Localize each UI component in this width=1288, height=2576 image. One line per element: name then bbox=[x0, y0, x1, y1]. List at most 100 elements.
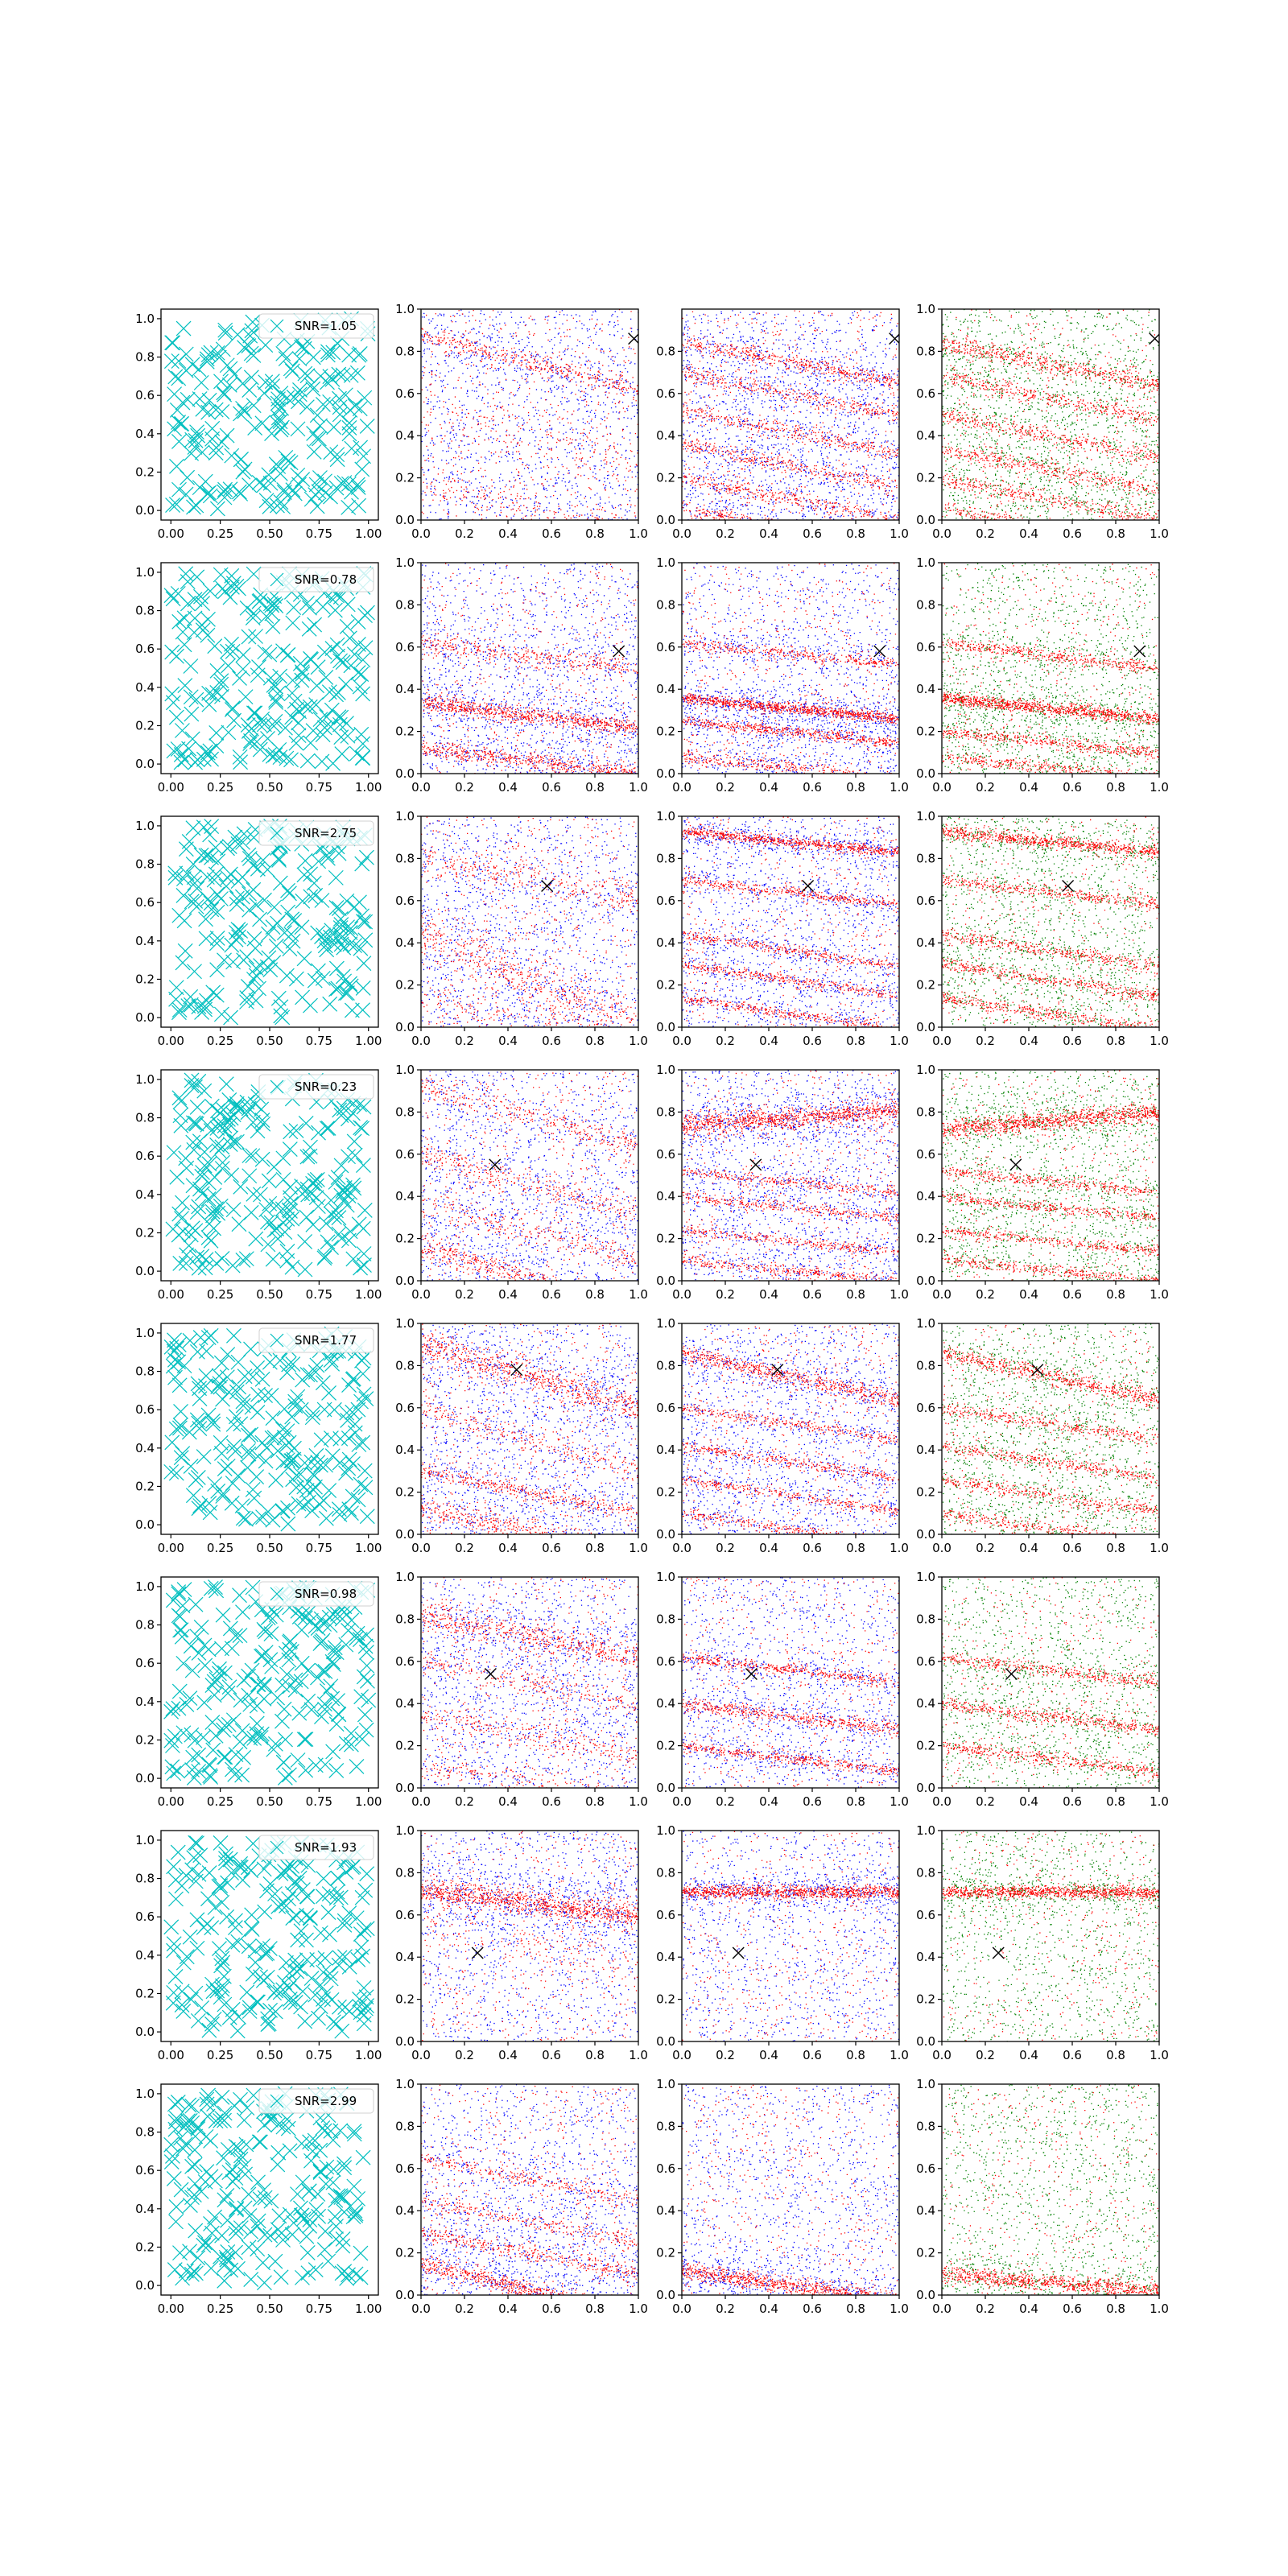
plot-area bbox=[421, 563, 639, 774]
x-tick-label: 0.0 bbox=[672, 780, 691, 795]
x-tick-label: 1.0 bbox=[629, 526, 648, 541]
x-marker bbox=[344, 979, 358, 993]
x-tick-label: 0.8 bbox=[1106, 2301, 1125, 2316]
x-marker bbox=[165, 687, 180, 701]
x-marker bbox=[192, 362, 206, 377]
y-tick-label: 0.4 bbox=[135, 427, 155, 441]
y-tick-label: 0.0 bbox=[656, 1020, 675, 1034]
x-marker bbox=[324, 1241, 339, 1255]
subplot-r6-c1: 0.00 0.25 0.50 0.75 1.000.00.20.40.60.81.0SN… bbox=[135, 1577, 382, 1809]
x-tick-label: 0.2 bbox=[455, 780, 474, 795]
x-marker bbox=[233, 1588, 247, 1603]
tick-labels: 0.0 0.2 0.4 0.6 0.8 1.00.00.20.40.60.81.0 bbox=[656, 1823, 909, 2062]
y-tick-label: 0.4 bbox=[135, 1187, 155, 1202]
x-marker bbox=[252, 981, 266, 996]
x-marker bbox=[324, 1971, 338, 1986]
tick-labels: 0.0 0.2 0.4 0.6 0.8 1.00.00.20.40.60.81.0 bbox=[916, 1316, 1169, 1555]
y-tick-label: 0.0 bbox=[656, 2034, 675, 2049]
x-marker bbox=[218, 323, 233, 337]
x-marker bbox=[237, 2113, 251, 2128]
y-tick-label: 0.4 bbox=[916, 1189, 935, 1203]
y-tick-label: 0.6 bbox=[135, 642, 155, 656]
x-marker bbox=[316, 1889, 330, 1904]
x-marker bbox=[210, 685, 225, 700]
x-marker bbox=[223, 867, 237, 881]
series-x-markers bbox=[164, 2087, 370, 2290]
x-marker bbox=[188, 1986, 203, 2000]
x-marker bbox=[244, 2273, 258, 2287]
y-tick-label: 0.0 bbox=[135, 1517, 155, 1532]
x-tick-label: 0.8 bbox=[846, 1794, 865, 1809]
y-tick-label: 0.2 bbox=[656, 1485, 675, 1500]
best-point-marker bbox=[511, 1364, 522, 1376]
x-marker bbox=[193, 1848, 208, 1863]
x-tick-label: 1.0 bbox=[629, 1034, 648, 1048]
x-marker bbox=[322, 1887, 336, 1901]
x-marker bbox=[182, 741, 196, 756]
x-tick-label: 0.8 bbox=[846, 1541, 865, 1555]
x-marker bbox=[310, 1670, 324, 1685]
x-marker bbox=[221, 871, 235, 886]
legend: SNR=0.23 bbox=[259, 1075, 374, 1099]
x-marker bbox=[246, 398, 261, 413]
plot-area bbox=[942, 1070, 1160, 1282]
x-marker bbox=[244, 1427, 258, 1442]
plot-area bbox=[421, 2084, 639, 2296]
x-marker bbox=[206, 985, 221, 1000]
x-marker bbox=[222, 2165, 237, 2180]
series-background-points bbox=[421, 817, 639, 1029]
x-marker bbox=[188, 611, 202, 625]
plot-area bbox=[421, 1831, 639, 2042]
x-tick-label: 1.0 bbox=[629, 2301, 648, 2316]
x-tick-label: 0.75 bbox=[306, 1034, 332, 1048]
x-marker bbox=[339, 677, 353, 691]
y-tick-label: 0.6 bbox=[395, 640, 415, 654]
y-tick-label: 0.0 bbox=[656, 2288, 675, 2302]
subplot-r6-c2: 0.0 0.2 0.4 0.6 0.8 1.00.00.20.40.60.81.0 bbox=[395, 1570, 648, 1809]
tick-labels: 0.00 0.25 0.50 0.75 1.000.00.20.40.60.81.0 bbox=[135, 819, 382, 1048]
x-marker bbox=[184, 1459, 198, 1473]
x-marker bbox=[351, 1952, 365, 1967]
x-marker bbox=[297, 1480, 312, 1494]
x-tick-label: 1.0 bbox=[1150, 1541, 1169, 1555]
x-tick-label: 0.8 bbox=[1106, 2048, 1125, 2062]
x-marker bbox=[352, 498, 366, 513]
x-tick-label: 0.25 bbox=[207, 1541, 233, 1555]
x-marker bbox=[278, 720, 292, 735]
x-marker bbox=[295, 1883, 310, 1897]
x-marker bbox=[295, 473, 310, 487]
x-marker bbox=[250, 1124, 265, 1138]
x-marker bbox=[205, 1204, 220, 1219]
x-marker bbox=[304, 1971, 319, 1986]
x-tick-label: 1.00 bbox=[355, 2301, 382, 2316]
x-marker bbox=[173, 1108, 188, 1123]
x-marker bbox=[302, 601, 316, 615]
x-tick-label: 0.4 bbox=[498, 1287, 518, 1302]
x-marker bbox=[312, 471, 327, 485]
axes-frame bbox=[421, 1577, 638, 1788]
axes-frame bbox=[682, 2084, 899, 2295]
x-marker bbox=[215, 2090, 229, 2104]
series-x-markers bbox=[164, 312, 375, 516]
x-marker bbox=[168, 2115, 183, 2129]
x-marker bbox=[175, 723, 189, 737]
x-marker bbox=[329, 961, 344, 976]
y-tick-label: 0.2 bbox=[395, 978, 415, 993]
y-tick-label: 0.6 bbox=[395, 386, 415, 401]
x-marker bbox=[233, 1179, 248, 1194]
x-tick-label: 0.75 bbox=[306, 2301, 332, 2316]
x-tick-label: 0.6 bbox=[1063, 2048, 1082, 2062]
x-marker bbox=[179, 567, 193, 581]
x-marker bbox=[349, 746, 364, 761]
tick-labels: 0.0 0.2 0.4 0.6 0.8 1.00.00.20.40.60.81.0 bbox=[395, 1570, 648, 1809]
x-tick-label: 0.00 bbox=[158, 1034, 184, 1048]
subplot-r8-c2: 0.0 0.2 0.4 0.6 0.8 1.00.00.20.40.60.81.0 bbox=[395, 2077, 648, 2316]
x-marker bbox=[244, 1864, 258, 1878]
x-marker bbox=[300, 1150, 315, 1164]
x-marker bbox=[242, 1149, 257, 1163]
plot-area bbox=[168, 819, 374, 1025]
x-marker bbox=[204, 2226, 219, 2240]
x-marker bbox=[249, 993, 263, 1008]
plot-area bbox=[164, 312, 375, 516]
x-marker bbox=[194, 375, 208, 390]
